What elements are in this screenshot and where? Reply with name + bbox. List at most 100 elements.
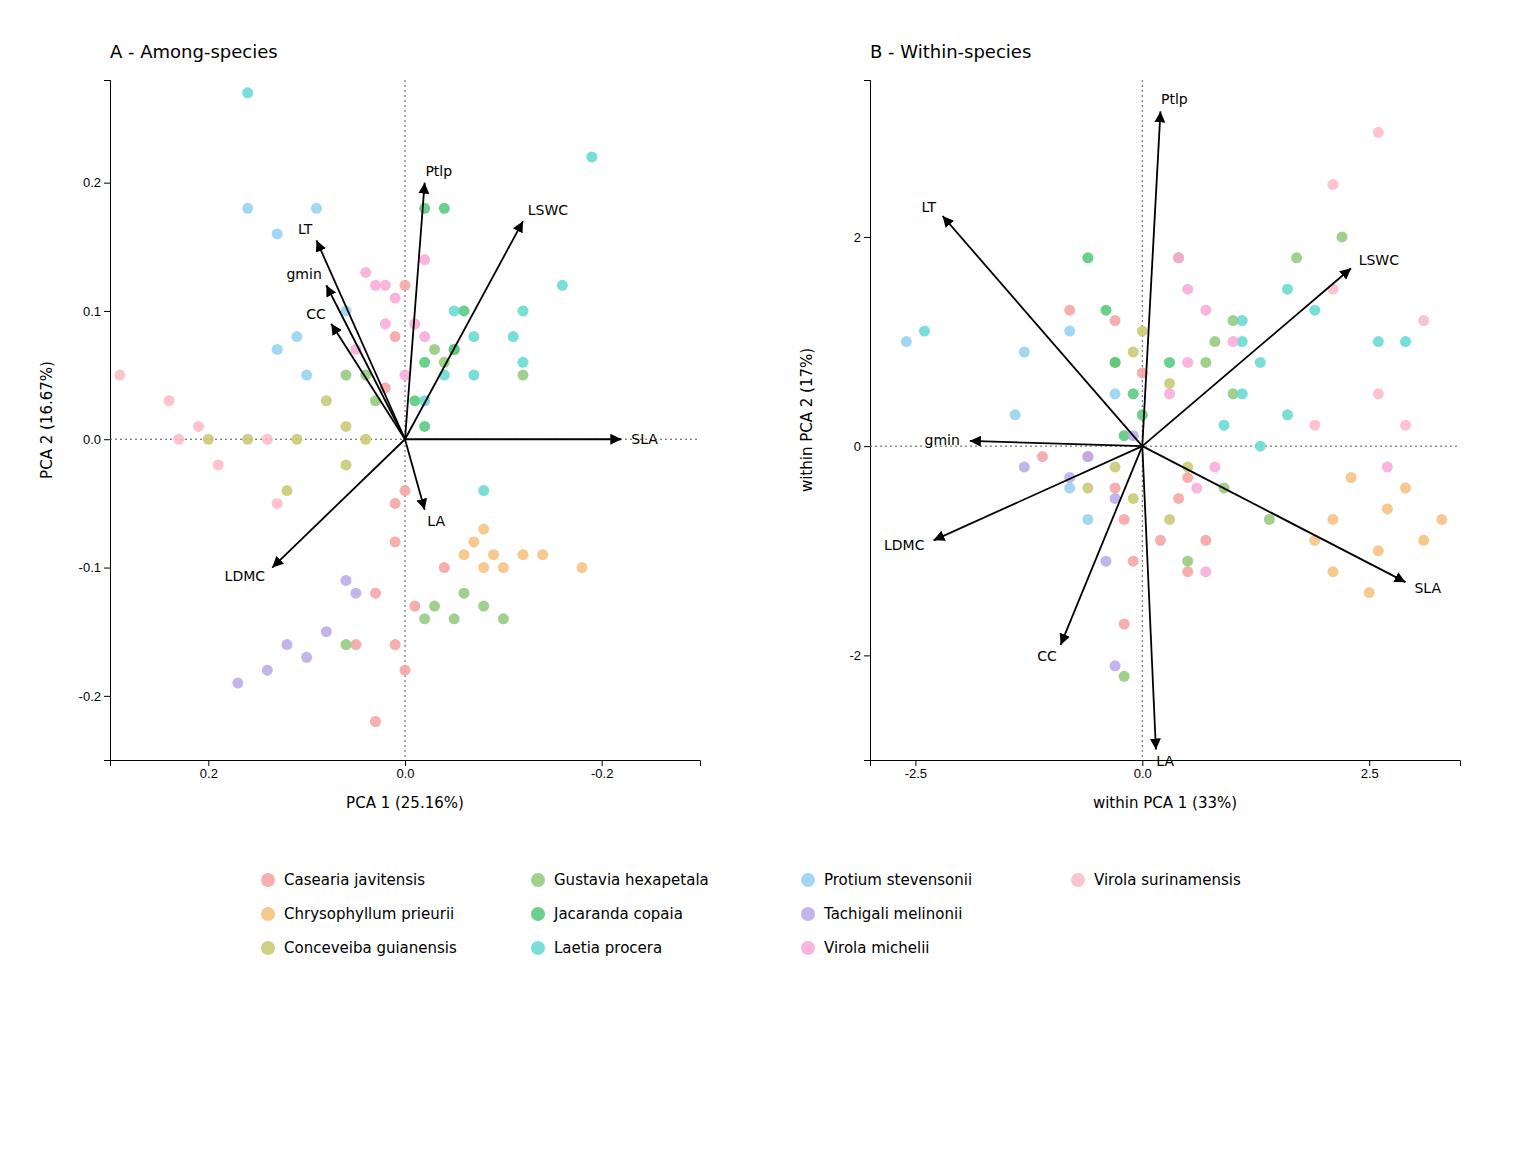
series xyxy=(1037,305,1211,630)
legend-label: Conceveiba guianensis xyxy=(284,939,457,957)
point xyxy=(1200,305,1211,316)
title: A - Among-species xyxy=(110,41,278,62)
tick: -0.1 xyxy=(79,560,110,575)
arrow xyxy=(1142,446,1156,749)
legend-swatch xyxy=(531,873,545,887)
point xyxy=(919,326,930,337)
point xyxy=(1110,462,1121,473)
point xyxy=(1019,347,1030,358)
tick-mark xyxy=(104,568,110,569)
tick: -0.2 xyxy=(79,689,110,704)
arrow-label: CC xyxy=(306,306,326,322)
tick-mark xyxy=(104,696,110,697)
point xyxy=(1418,315,1429,326)
point xyxy=(439,203,450,214)
point xyxy=(400,485,411,496)
point xyxy=(1064,326,1075,337)
point xyxy=(419,421,430,432)
point xyxy=(518,305,529,316)
point xyxy=(1373,127,1384,138)
tick: 0.0 xyxy=(1134,760,1152,781)
point xyxy=(1237,315,1248,326)
arrow-label: LSWC xyxy=(528,202,569,218)
arrow-label: LDMC xyxy=(884,537,925,553)
legend-item: Conceveiba guianensis xyxy=(261,939,457,957)
legend-label: Jacaranda copaia xyxy=(553,905,683,923)
point xyxy=(1182,566,1193,577)
point xyxy=(518,357,529,368)
point xyxy=(1373,388,1384,399)
arrow-label: SLA xyxy=(1414,580,1441,596)
legend-swatch xyxy=(261,907,275,921)
tick-mark xyxy=(602,760,603,766)
legend-label: Protium stevensonii xyxy=(824,871,972,889)
point xyxy=(1173,252,1184,263)
point xyxy=(1101,556,1112,567)
tick-mark xyxy=(864,237,870,238)
point xyxy=(380,318,391,329)
point xyxy=(1255,357,1266,368)
tick: 0.1 xyxy=(83,304,110,319)
point xyxy=(1010,409,1021,420)
arrow-labels: SLALDMCLTLACCgminPtlpLSWC xyxy=(884,91,1441,769)
arrow xyxy=(1142,111,1160,446)
point xyxy=(1400,420,1411,431)
arrow-label: Ptlp xyxy=(425,163,452,179)
point xyxy=(537,549,548,560)
point xyxy=(1110,357,1121,368)
legend-item: Jacaranda copaia xyxy=(531,905,683,923)
legend-swatch xyxy=(1071,873,1085,887)
point xyxy=(1255,441,1266,452)
point xyxy=(350,639,361,650)
point xyxy=(586,151,597,162)
point xyxy=(1400,336,1411,347)
point xyxy=(173,434,184,445)
point xyxy=(1327,179,1338,190)
point xyxy=(901,336,912,347)
legend-label: Tachigali melinonii xyxy=(823,905,962,923)
point xyxy=(1110,315,1121,326)
point xyxy=(1191,483,1202,494)
series xyxy=(114,370,282,509)
title: B - Within-species xyxy=(870,41,1031,62)
tick-label: 0.1 xyxy=(83,304,101,319)
y-axis: -0.2-0.10.00.10.2 xyxy=(79,81,111,761)
point xyxy=(360,434,371,445)
legend-item: Virola surinamensis xyxy=(1071,871,1241,889)
point xyxy=(1327,514,1338,525)
tick-label: -0.2 xyxy=(591,766,613,781)
axis-line xyxy=(111,761,701,767)
point xyxy=(459,588,470,599)
point xyxy=(419,357,430,368)
point xyxy=(400,280,411,291)
axis-line xyxy=(864,81,871,761)
point xyxy=(1200,357,1211,368)
arrow xyxy=(943,216,1143,446)
arrow xyxy=(331,324,405,439)
tick: 0 xyxy=(854,439,870,454)
point xyxy=(1337,231,1348,242)
chart-root: 0.20.0-0.2-0.2-0.10.00.10.2SLALDMCLTLACC… xyxy=(0,0,1536,1152)
point xyxy=(1110,357,1121,368)
point xyxy=(1309,305,1320,316)
point xyxy=(409,395,420,406)
point xyxy=(498,613,509,624)
y-axis-title: PCA 2 (16.67%) xyxy=(38,361,56,479)
point xyxy=(1164,357,1175,368)
arrow xyxy=(326,285,405,439)
legend: Casearia javitensisChrysophyllum prieuri… xyxy=(261,871,1241,957)
series xyxy=(350,280,450,727)
point xyxy=(321,626,332,637)
arrow-label: LT xyxy=(298,221,313,237)
point xyxy=(1382,462,1393,473)
point xyxy=(498,562,509,573)
series xyxy=(1309,472,1447,598)
x-axis: 0.20.0-0.2 xyxy=(111,760,701,781)
series xyxy=(242,203,351,381)
point xyxy=(1137,326,1148,337)
point xyxy=(1119,619,1130,630)
arrow xyxy=(405,183,425,440)
arrow xyxy=(934,446,1143,540)
point xyxy=(1119,514,1130,525)
arrow xyxy=(1142,446,1405,582)
